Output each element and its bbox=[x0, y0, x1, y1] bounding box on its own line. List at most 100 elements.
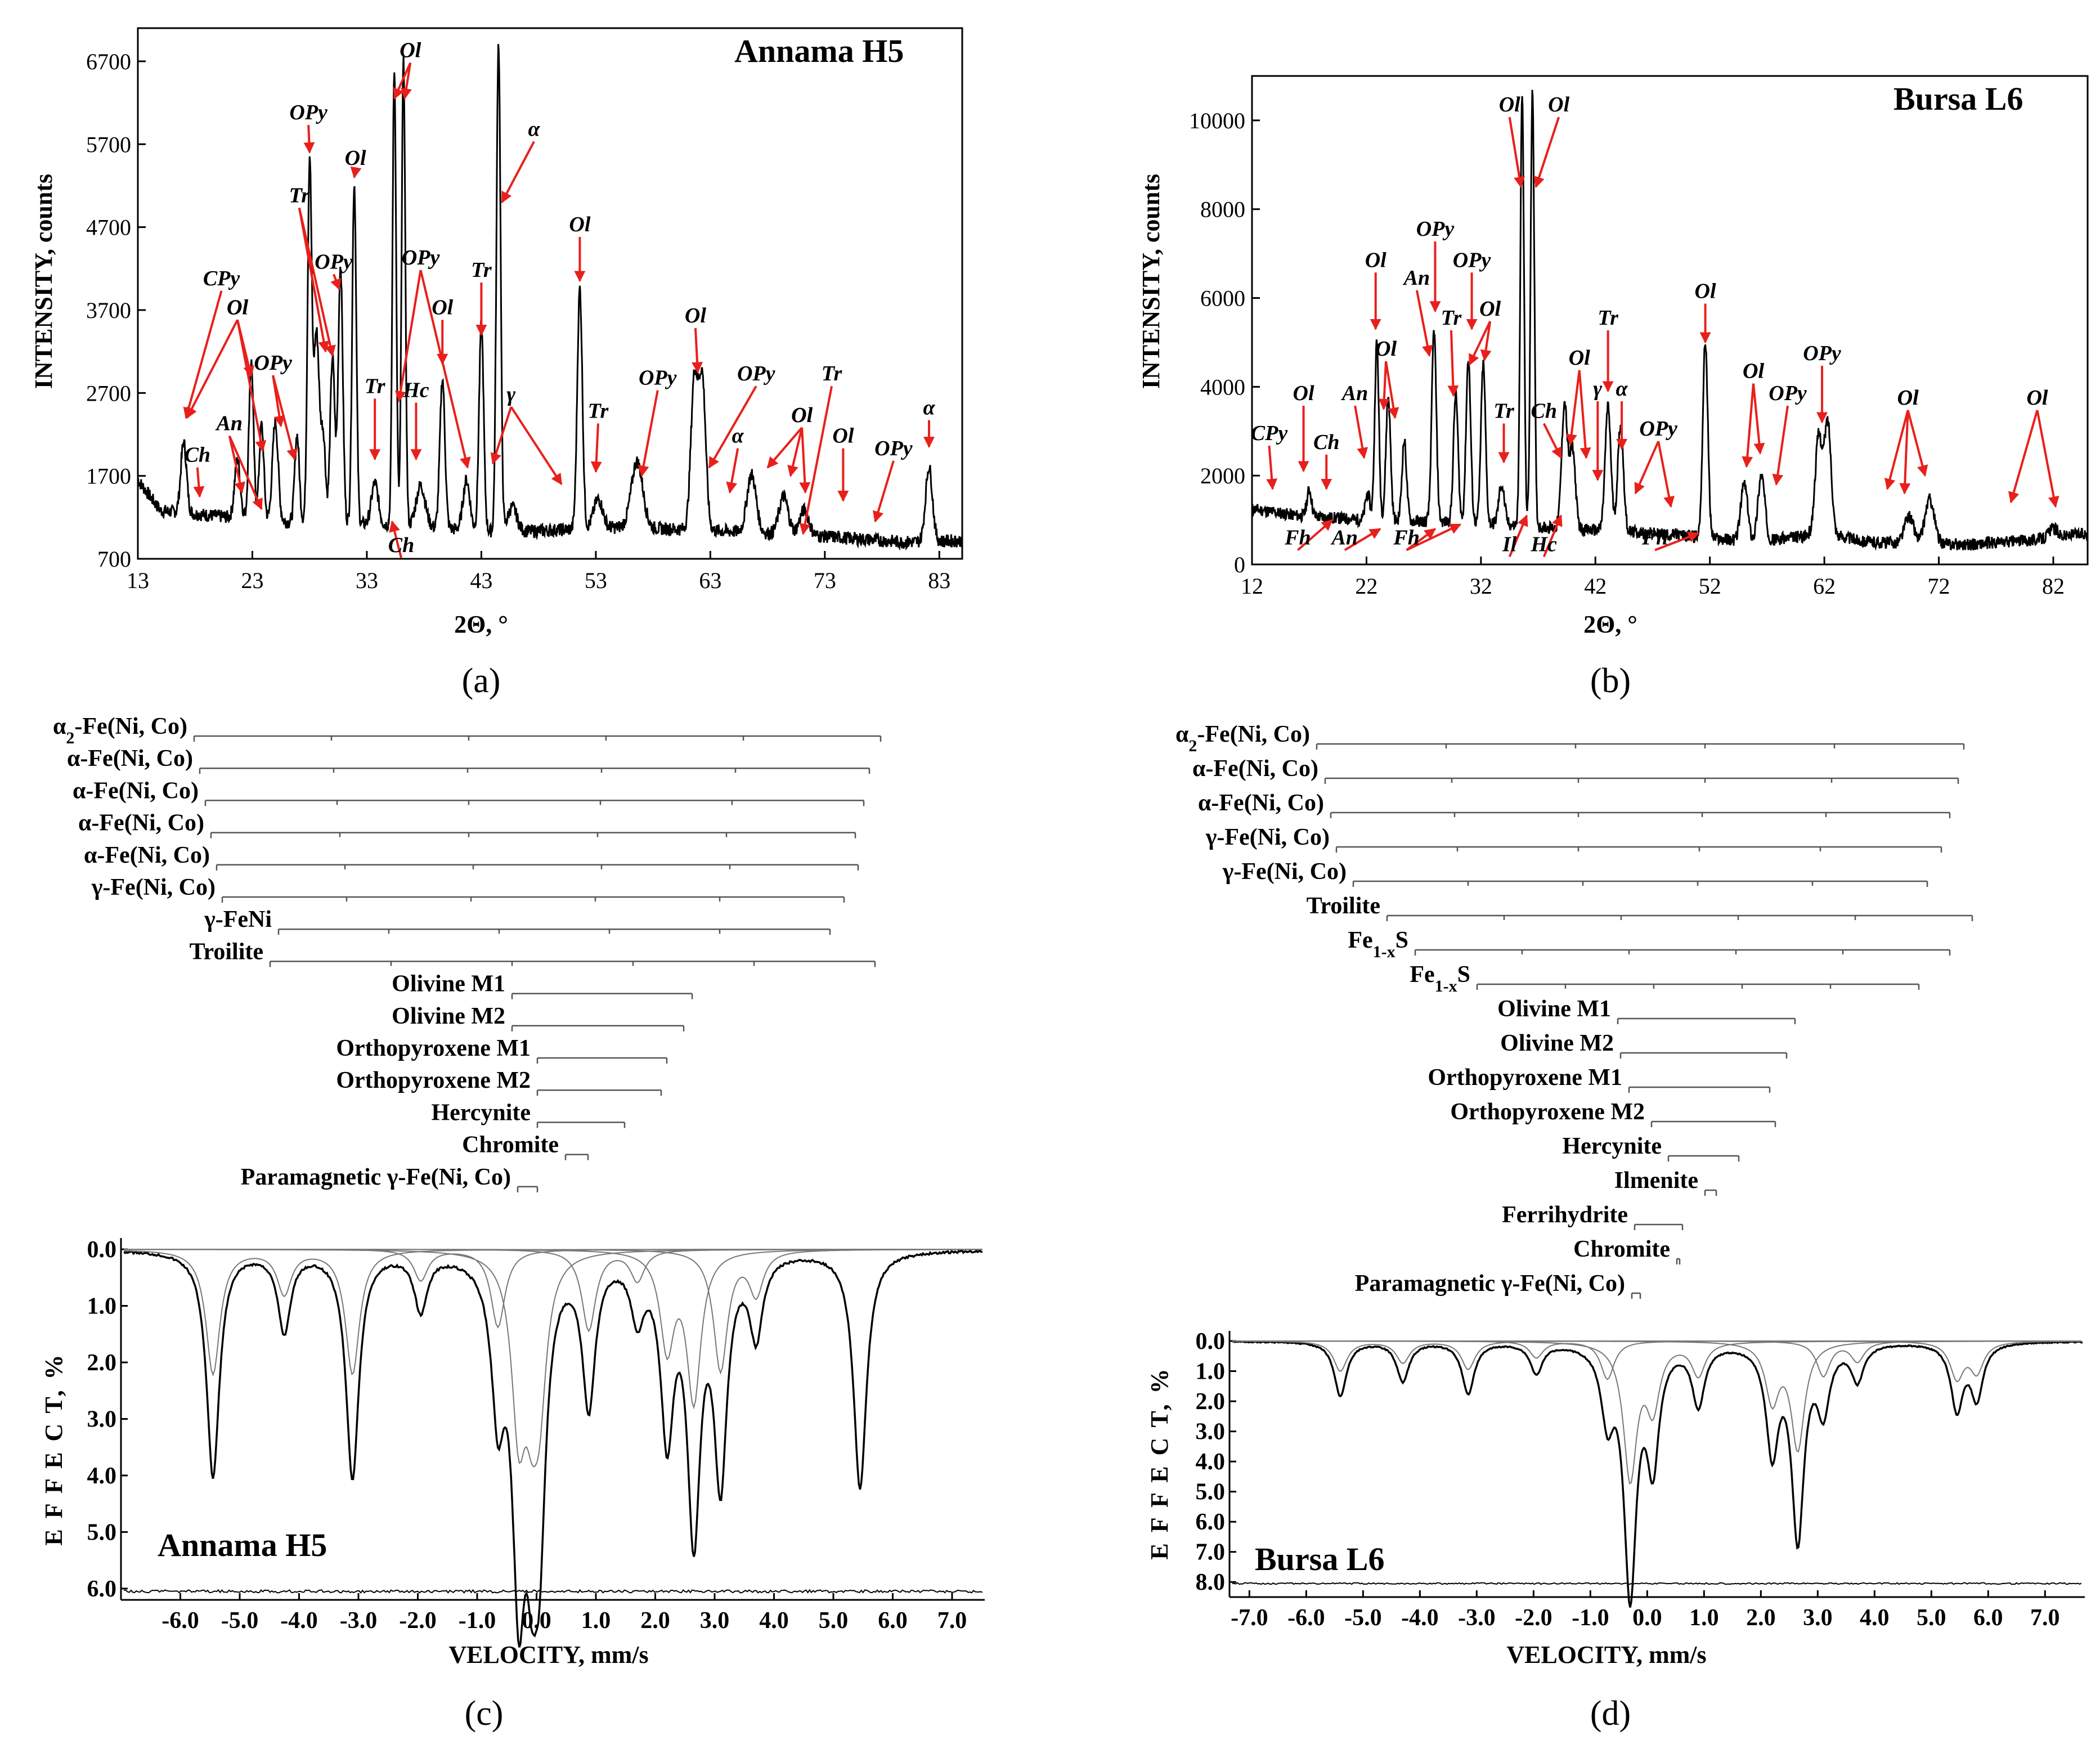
component-label: Olivine M1 bbox=[392, 971, 505, 997]
title-b: Bursa L6 bbox=[1893, 80, 2023, 117]
component-label: Orthopyroxene M2 bbox=[336, 1068, 531, 1093]
x-tick-label: 82 bbox=[2042, 573, 2065, 599]
component-label: α-Fe(Ni, Co) bbox=[1192, 756, 1318, 782]
x-tick-label: 3.0 bbox=[1803, 1605, 1833, 1631]
peak-label: Fh bbox=[1284, 526, 1311, 549]
peak-label: Ol bbox=[1365, 248, 1386, 272]
annotation-arrow bbox=[303, 124, 315, 154]
peak-label: Ol bbox=[1375, 337, 1397, 361]
x-tick-label: -3.0 bbox=[1458, 1605, 1496, 1631]
peak-label: Ch bbox=[1531, 400, 1556, 423]
annotation-arrow bbox=[1542, 423, 1563, 459]
annotation-arrow bbox=[708, 385, 757, 469]
peak-label: Ch bbox=[388, 533, 414, 557]
x-tick-label: 22 bbox=[1355, 573, 1377, 599]
annotation-arrow bbox=[1480, 321, 1492, 361]
x-tick-label: -4.0 bbox=[280, 1608, 318, 1634]
peak-label: OPy bbox=[1803, 342, 1841, 365]
annotation-arrow bbox=[1772, 405, 1789, 486]
xlabel-c: VELOCITY, mm/s bbox=[448, 1641, 648, 1669]
subspectrum-line bbox=[124, 1249, 982, 1333]
annotation-arrow bbox=[1266, 445, 1278, 490]
annotation-arrow bbox=[1385, 361, 1399, 419]
x-tick-label: 52 bbox=[1699, 573, 1721, 599]
label-rest: S bbox=[1457, 962, 1470, 988]
annotation-arrow bbox=[1508, 116, 1525, 189]
y-tick-label: 7.0 bbox=[1196, 1540, 1226, 1566]
peak-label: Ol bbox=[791, 403, 813, 427]
y-tick-label: 2700 bbox=[86, 380, 131, 406]
peak-label: OPy bbox=[315, 250, 353, 273]
y-tick-label: 4.0 bbox=[1196, 1449, 1226, 1475]
peak-label: OPy bbox=[402, 246, 440, 270]
component-label: Orthopyroxene M1 bbox=[336, 1035, 531, 1061]
peak-label: An bbox=[216, 412, 243, 436]
annotation-arrow bbox=[787, 427, 804, 477]
peak-label: Ol bbox=[227, 295, 248, 319]
peak-label: An bbox=[1331, 526, 1358, 549]
subscript: 1-x bbox=[1435, 977, 1457, 995]
peak-label: Ol bbox=[432, 295, 453, 319]
x-tick-label: 12 bbox=[1241, 573, 1263, 599]
annotation-arrow bbox=[490, 406, 513, 465]
peak-label: Hc bbox=[402, 379, 429, 402]
component-label: Olivine M2 bbox=[1500, 1030, 1614, 1056]
y-tick-label: 3.0 bbox=[1196, 1419, 1226, 1445]
x-tick-label: 42 bbox=[1584, 573, 1607, 599]
annotation-arrow bbox=[1533, 116, 1560, 189]
y-tick-label: 0.0 bbox=[87, 1237, 117, 1263]
peak-label: Ch bbox=[1313, 430, 1339, 454]
annotation-arrow bbox=[766, 427, 803, 469]
subspectrum-line bbox=[1232, 1340, 2081, 1453]
peak-label: An bbox=[216, 412, 243, 436]
x-tick-label: -7.0 bbox=[1231, 1605, 1268, 1631]
annotation-arrow bbox=[330, 273, 342, 291]
annotation-arrow bbox=[228, 435, 263, 510]
xlabel-b: 2Θ, ° bbox=[1583, 611, 1637, 638]
spectrum-envelope-line bbox=[123, 1249, 983, 1648]
x-tick-label: -5.0 bbox=[1344, 1605, 1382, 1631]
x-tick-label: 62 bbox=[1813, 573, 1836, 599]
x-tick-label: 7.0 bbox=[2030, 1605, 2060, 1631]
xrd-panel-a: INTENSITY, counts 2Θ, ° Annama H5 (a) bbox=[30, 33, 904, 700]
component-label: Ferrihydrite bbox=[1502, 1202, 1628, 1228]
peak-label: Ol bbox=[1479, 297, 1501, 321]
diffraction-pattern-line bbox=[137, 44, 963, 551]
annotation-arrow bbox=[1344, 528, 1381, 551]
peak-label: Ol bbox=[1743, 360, 1764, 383]
subspectrum-line bbox=[1232, 1340, 2081, 1372]
component-label: α2-Fe(Ni, Co) bbox=[1175, 721, 1310, 755]
label-rest: -Fe(Ni, Co) bbox=[1197, 721, 1310, 747]
annotation-arrow bbox=[1657, 441, 1675, 508]
annotation-arrow bbox=[1565, 370, 1581, 446]
x-tick-label: 4.0 bbox=[759, 1608, 789, 1634]
annotation-arrow bbox=[183, 290, 223, 419]
y-tick-label: 2000 bbox=[1200, 463, 1245, 488]
annotation-arrow bbox=[638, 390, 659, 477]
peak-label: Tr bbox=[471, 258, 492, 282]
component-label: γ-Fe(Ni, Co) bbox=[91, 875, 216, 900]
mossbauer-panel-c: E F F E C T, % VELOCITY, mm/s Annama H5 … bbox=[40, 1352, 649, 1733]
y-tick-label: 8000 bbox=[1200, 197, 1245, 222]
peak-label: OPy bbox=[639, 366, 677, 390]
component-label: α2-Fe(Ni, Co) bbox=[53, 714, 187, 747]
x-tick-label: 2.0 bbox=[640, 1608, 670, 1634]
x-tick-label: 1.0 bbox=[581, 1608, 611, 1634]
annotation-arrow bbox=[393, 62, 412, 100]
annotation-arrow bbox=[1752, 383, 1765, 455]
x-tick-label: 4.0 bbox=[1860, 1605, 1890, 1631]
panel-label-b: (b) bbox=[1590, 662, 1631, 700]
peak-label: CPy bbox=[1251, 421, 1288, 445]
plot-frame bbox=[1251, 75, 2089, 566]
peak-label: Ol bbox=[1897, 386, 1919, 410]
peak-label: Ol bbox=[2026, 386, 2048, 410]
annotation-arrow bbox=[501, 141, 535, 204]
peak-label: Ol bbox=[1479, 297, 1501, 321]
peak-label: α bbox=[923, 396, 935, 420]
chart-marks: 700 1700 2700 3700 4700 5700 6700 13 23 33 43 53 63 7… bbox=[53, 27, 2089, 1648]
peak-label: Ol bbox=[685, 304, 706, 328]
ylabel-b: INTENSITY, counts bbox=[1137, 174, 1165, 389]
annotation-arrow bbox=[394, 270, 422, 403]
peak-label: Tr bbox=[289, 183, 311, 207]
annotation-arrow bbox=[1899, 410, 1911, 495]
